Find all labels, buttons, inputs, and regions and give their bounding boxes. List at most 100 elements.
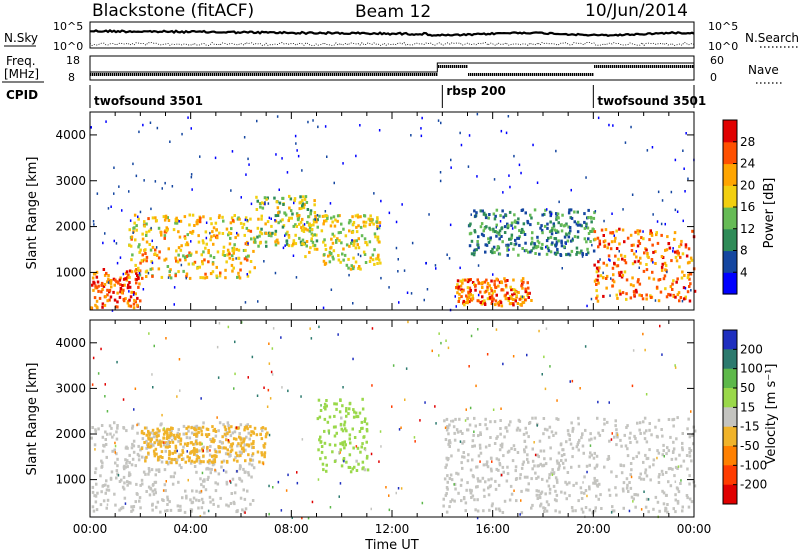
power-cell xyxy=(137,215,139,218)
power-cell xyxy=(630,243,634,247)
power-cell xyxy=(520,209,524,212)
power-cell xyxy=(621,291,625,295)
velocity-cell xyxy=(170,433,173,436)
power-cell xyxy=(176,260,180,264)
velocity-cell xyxy=(256,394,259,397)
power-cell xyxy=(155,219,158,223)
velocity-cell xyxy=(132,439,136,443)
power-cell xyxy=(316,218,319,222)
power-cell xyxy=(522,222,526,226)
velocity-cell xyxy=(309,327,311,330)
power-cell xyxy=(295,225,298,228)
power-cell xyxy=(676,249,679,253)
power-cell xyxy=(554,244,558,248)
velocity-cell xyxy=(200,433,204,437)
velocity-cell xyxy=(116,424,119,427)
power-cell xyxy=(682,219,684,223)
velocity-cell xyxy=(500,473,503,477)
power-cell xyxy=(645,268,649,272)
velocity-cell xyxy=(137,454,141,458)
nave-sample xyxy=(94,73,96,76)
velocity-cell xyxy=(101,461,104,465)
nave-sample xyxy=(484,73,486,76)
power-cell xyxy=(265,244,268,248)
velocity-cell xyxy=(499,419,502,422)
nave-sample xyxy=(614,65,616,68)
velocity-cell xyxy=(192,449,195,453)
velocity-cell xyxy=(642,420,645,424)
nave-sample xyxy=(666,65,668,68)
power-cell xyxy=(198,265,201,269)
velocity-cell xyxy=(514,469,517,473)
power-cell xyxy=(304,195,308,199)
power-cell xyxy=(293,199,296,203)
power-cell xyxy=(174,221,177,225)
power-cell xyxy=(612,280,616,284)
power-cell xyxy=(620,275,624,279)
power-cell xyxy=(191,213,195,217)
velocity-cell xyxy=(492,408,495,411)
velocity-cell xyxy=(239,444,243,448)
power-cell xyxy=(337,254,340,257)
power-cell xyxy=(464,278,467,282)
power-cell xyxy=(484,216,488,220)
nave-sample xyxy=(586,73,588,76)
power-cell xyxy=(210,235,213,239)
power-cell xyxy=(105,120,107,123)
power-cell xyxy=(677,251,680,255)
power-cell xyxy=(466,301,469,305)
power-cell xyxy=(274,219,276,222)
power-cell xyxy=(353,239,356,243)
velocity-cell xyxy=(277,480,280,484)
velocity-cell xyxy=(632,497,635,501)
power-cell xyxy=(260,227,263,231)
velocity-cell xyxy=(645,474,649,478)
velocity-cell xyxy=(247,431,250,435)
power-cell xyxy=(198,220,202,224)
power-cell xyxy=(188,213,191,217)
velocity-cell xyxy=(142,432,146,436)
velocity-cell xyxy=(474,508,477,512)
power-cell xyxy=(677,253,680,257)
power-cell xyxy=(461,278,465,282)
velocity-cell xyxy=(157,434,160,438)
power-cell xyxy=(295,142,297,145)
velocity-cell xyxy=(538,496,542,500)
power-cell xyxy=(504,293,507,297)
power-cell xyxy=(202,241,205,245)
power-cell xyxy=(376,255,380,258)
colorbar-swatch xyxy=(723,141,737,165)
velocity-cell xyxy=(168,500,171,504)
nave-sample xyxy=(564,73,566,76)
power-cell xyxy=(570,249,574,253)
power-cell xyxy=(503,277,506,281)
velocity-cell xyxy=(338,495,340,498)
velocity-cell xyxy=(155,468,158,472)
velocity-cell xyxy=(236,510,239,513)
velocity-cell xyxy=(514,465,518,469)
velocity-cell xyxy=(100,424,104,427)
power-cell xyxy=(491,296,494,300)
velocity-cell xyxy=(611,509,614,513)
power-cell xyxy=(492,245,496,249)
power-cell xyxy=(285,239,289,243)
power-cell xyxy=(232,246,236,250)
velocity-cell xyxy=(104,483,107,487)
velocity-cell xyxy=(188,456,191,460)
power-cell xyxy=(142,288,145,291)
nave-sample xyxy=(436,73,438,76)
velocity-cell xyxy=(296,481,299,485)
velocity-cell xyxy=(114,503,117,507)
power-cell xyxy=(154,252,157,256)
power-cell xyxy=(352,221,356,224)
power-cell xyxy=(474,214,477,218)
velocity-cell xyxy=(231,477,235,481)
velocity-cell xyxy=(669,467,672,470)
velocity-cell xyxy=(226,448,229,452)
velocity-cell xyxy=(193,433,196,436)
velocity-cell xyxy=(151,502,154,506)
velocity-cell xyxy=(571,455,574,459)
velocity-cell xyxy=(147,429,150,433)
velocity-cell xyxy=(341,404,344,408)
